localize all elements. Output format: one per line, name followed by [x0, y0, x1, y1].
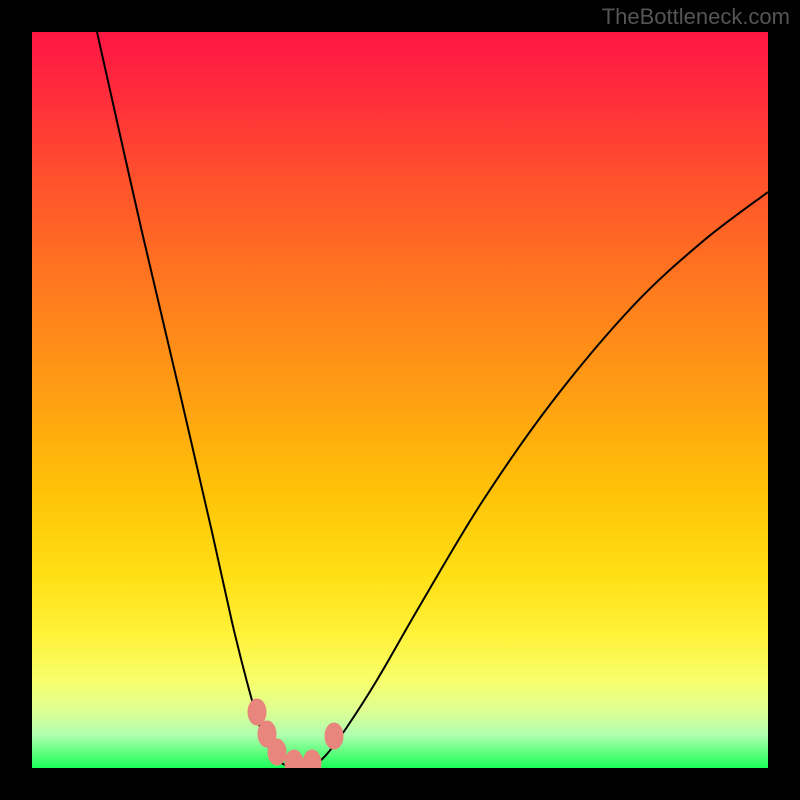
plot-area	[32, 32, 768, 768]
curve-layer	[32, 32, 768, 768]
curve-right-branch	[312, 192, 768, 768]
marker-point	[285, 750, 303, 768]
marker-point	[248, 699, 266, 725]
markers-group	[248, 699, 343, 768]
chart-container: TheBottleneck.com	[0, 0, 800, 800]
marker-point	[325, 723, 343, 749]
curve-left-branch	[97, 32, 292, 768]
marker-point	[268, 739, 286, 765]
attribution-label: TheBottleneck.com	[602, 4, 790, 30]
marker-point	[303, 750, 321, 768]
